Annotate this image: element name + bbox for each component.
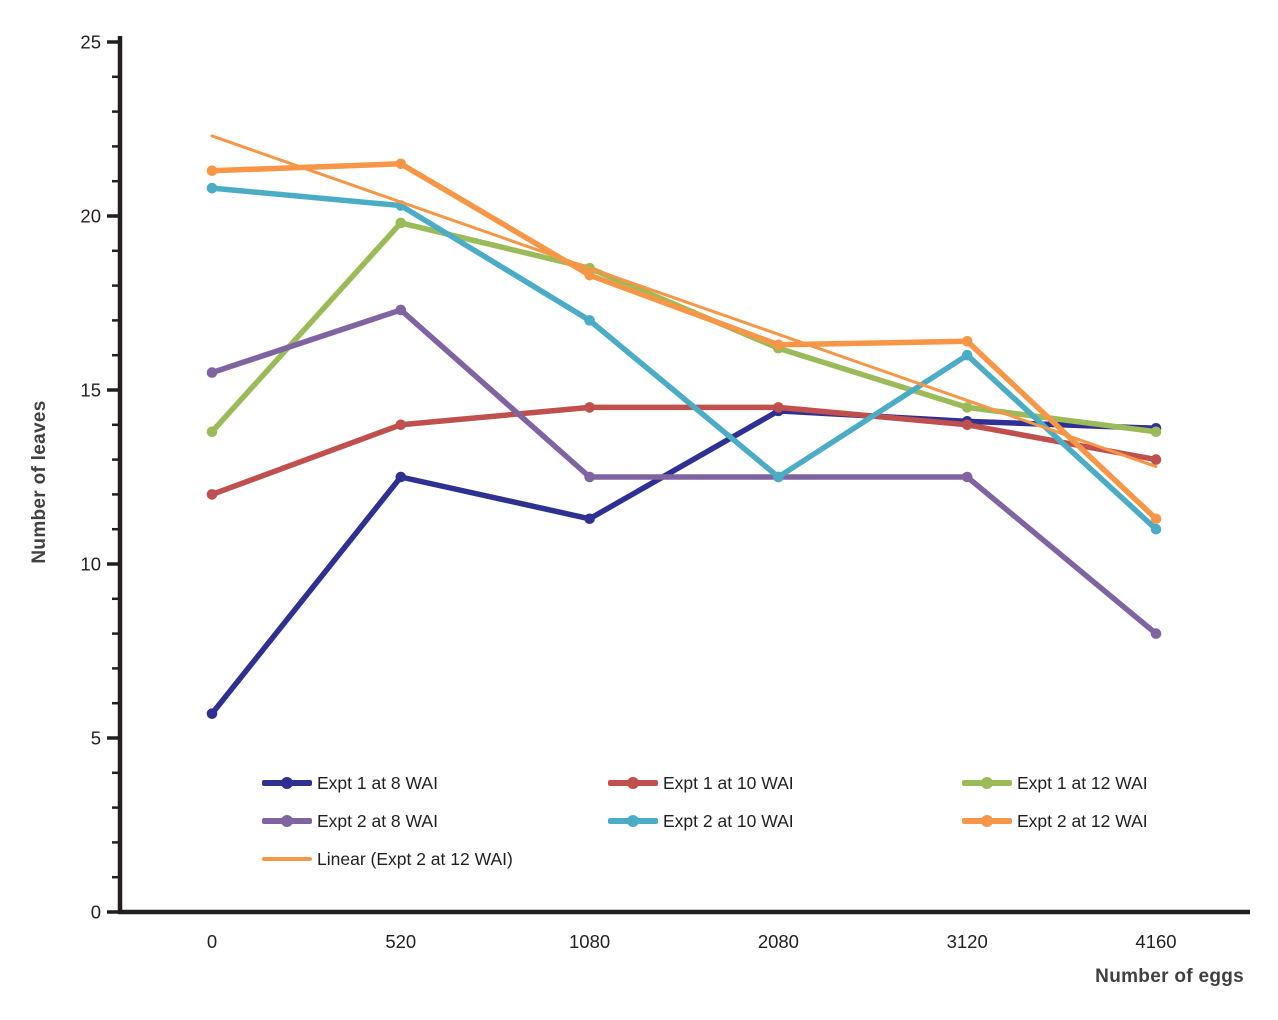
data-point-marker [1150,513,1162,525]
data-point-marker [206,708,218,719]
data-point-marker [1150,454,1162,465]
x-tick-label: 3120 [947,931,988,952]
data-point-marker [584,471,595,483]
y-tick-label: 20 [80,206,101,227]
y-tick-label: 5 [91,728,101,749]
data-point-marker [1150,523,1162,535]
data-point-marker [206,165,218,177]
data-point-marker [773,339,784,351]
data-point-marker [395,304,407,316]
data-point-marker [395,471,407,483]
y-axis-title: Number of leaves [29,400,50,564]
series-line [209,307,1159,637]
data-point-marker [961,349,973,361]
data-point-marker [395,158,407,170]
series-line [209,185,1159,532]
data-point-marker [584,315,595,326]
data-point-marker [961,402,973,413]
y-tick-label: 0 [91,902,101,923]
data-point-marker [395,217,407,229]
x-tick-label: 520 [385,931,416,952]
x-axis-title: Number of eggs [1095,966,1244,987]
y-tick-label: 15 [80,380,101,401]
data-point-marker [206,182,218,194]
x-tick-label: 1080 [569,931,610,952]
x-tick-label: 0 [207,931,217,952]
data-point-marker [584,513,595,525]
data-point-marker [1150,426,1162,438]
data-point-marker [773,402,784,413]
series-line [210,134,1158,469]
x-tick-label: 4160 [1135,931,1176,952]
data-point-marker [206,426,218,438]
data-point-marker [773,471,784,483]
data-point-marker [1150,628,1162,639]
series-line [209,404,1159,498]
data-point-marker [395,419,407,431]
data-point-marker [584,402,595,413]
x-tick-label: 2080 [758,931,799,952]
y-tick-label: 25 [80,32,101,53]
data-point-marker [961,335,973,347]
series-line [209,161,1159,522]
data-point-marker [206,489,218,500]
series-line [209,408,1159,717]
data-point-marker [584,269,595,281]
data-point-marker [961,471,973,483]
data-point-marker [961,419,973,431]
data-point-marker [206,367,218,378]
y-tick-label: 10 [80,554,101,575]
